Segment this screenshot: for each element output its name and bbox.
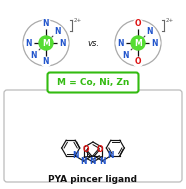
Text: N: N bbox=[43, 57, 49, 67]
Text: N: N bbox=[107, 151, 114, 160]
Circle shape bbox=[133, 19, 143, 29]
Text: PYA pincer ligand: PYA pincer ligand bbox=[49, 174, 137, 184]
Text: N: N bbox=[72, 151, 79, 160]
Text: O: O bbox=[135, 19, 141, 29]
Text: N: N bbox=[152, 39, 158, 47]
Circle shape bbox=[133, 57, 143, 67]
Circle shape bbox=[131, 36, 145, 50]
FancyBboxPatch shape bbox=[4, 90, 182, 182]
Text: vs.: vs. bbox=[87, 40, 99, 49]
Circle shape bbox=[150, 38, 160, 48]
Text: N: N bbox=[80, 157, 87, 166]
Circle shape bbox=[121, 50, 131, 60]
Text: M: M bbox=[42, 39, 50, 48]
Circle shape bbox=[24, 38, 34, 48]
Text: M = Co, Ni, Zn: M = Co, Ni, Zn bbox=[57, 78, 129, 88]
Text: 2+: 2+ bbox=[166, 18, 174, 23]
Circle shape bbox=[116, 38, 126, 48]
Circle shape bbox=[41, 19, 51, 29]
Text: 2+: 2+ bbox=[74, 18, 82, 23]
Circle shape bbox=[58, 38, 68, 48]
Circle shape bbox=[145, 26, 155, 36]
Text: N: N bbox=[99, 157, 106, 166]
Text: N: N bbox=[26, 39, 32, 47]
Text: N: N bbox=[147, 26, 153, 36]
Text: M: M bbox=[134, 39, 142, 48]
Circle shape bbox=[53, 26, 63, 36]
Text: N: N bbox=[55, 26, 61, 36]
Circle shape bbox=[29, 50, 39, 60]
Text: N: N bbox=[60, 39, 66, 47]
Text: N: N bbox=[123, 50, 129, 60]
Circle shape bbox=[41, 57, 51, 67]
Text: O: O bbox=[97, 145, 104, 153]
Text: O: O bbox=[135, 57, 141, 67]
Text: N: N bbox=[43, 19, 49, 29]
Circle shape bbox=[39, 36, 53, 50]
FancyBboxPatch shape bbox=[47, 73, 139, 92]
Text: N: N bbox=[31, 50, 37, 60]
Text: N: N bbox=[90, 157, 96, 167]
Text: O: O bbox=[82, 145, 89, 153]
Text: N: N bbox=[118, 39, 124, 47]
